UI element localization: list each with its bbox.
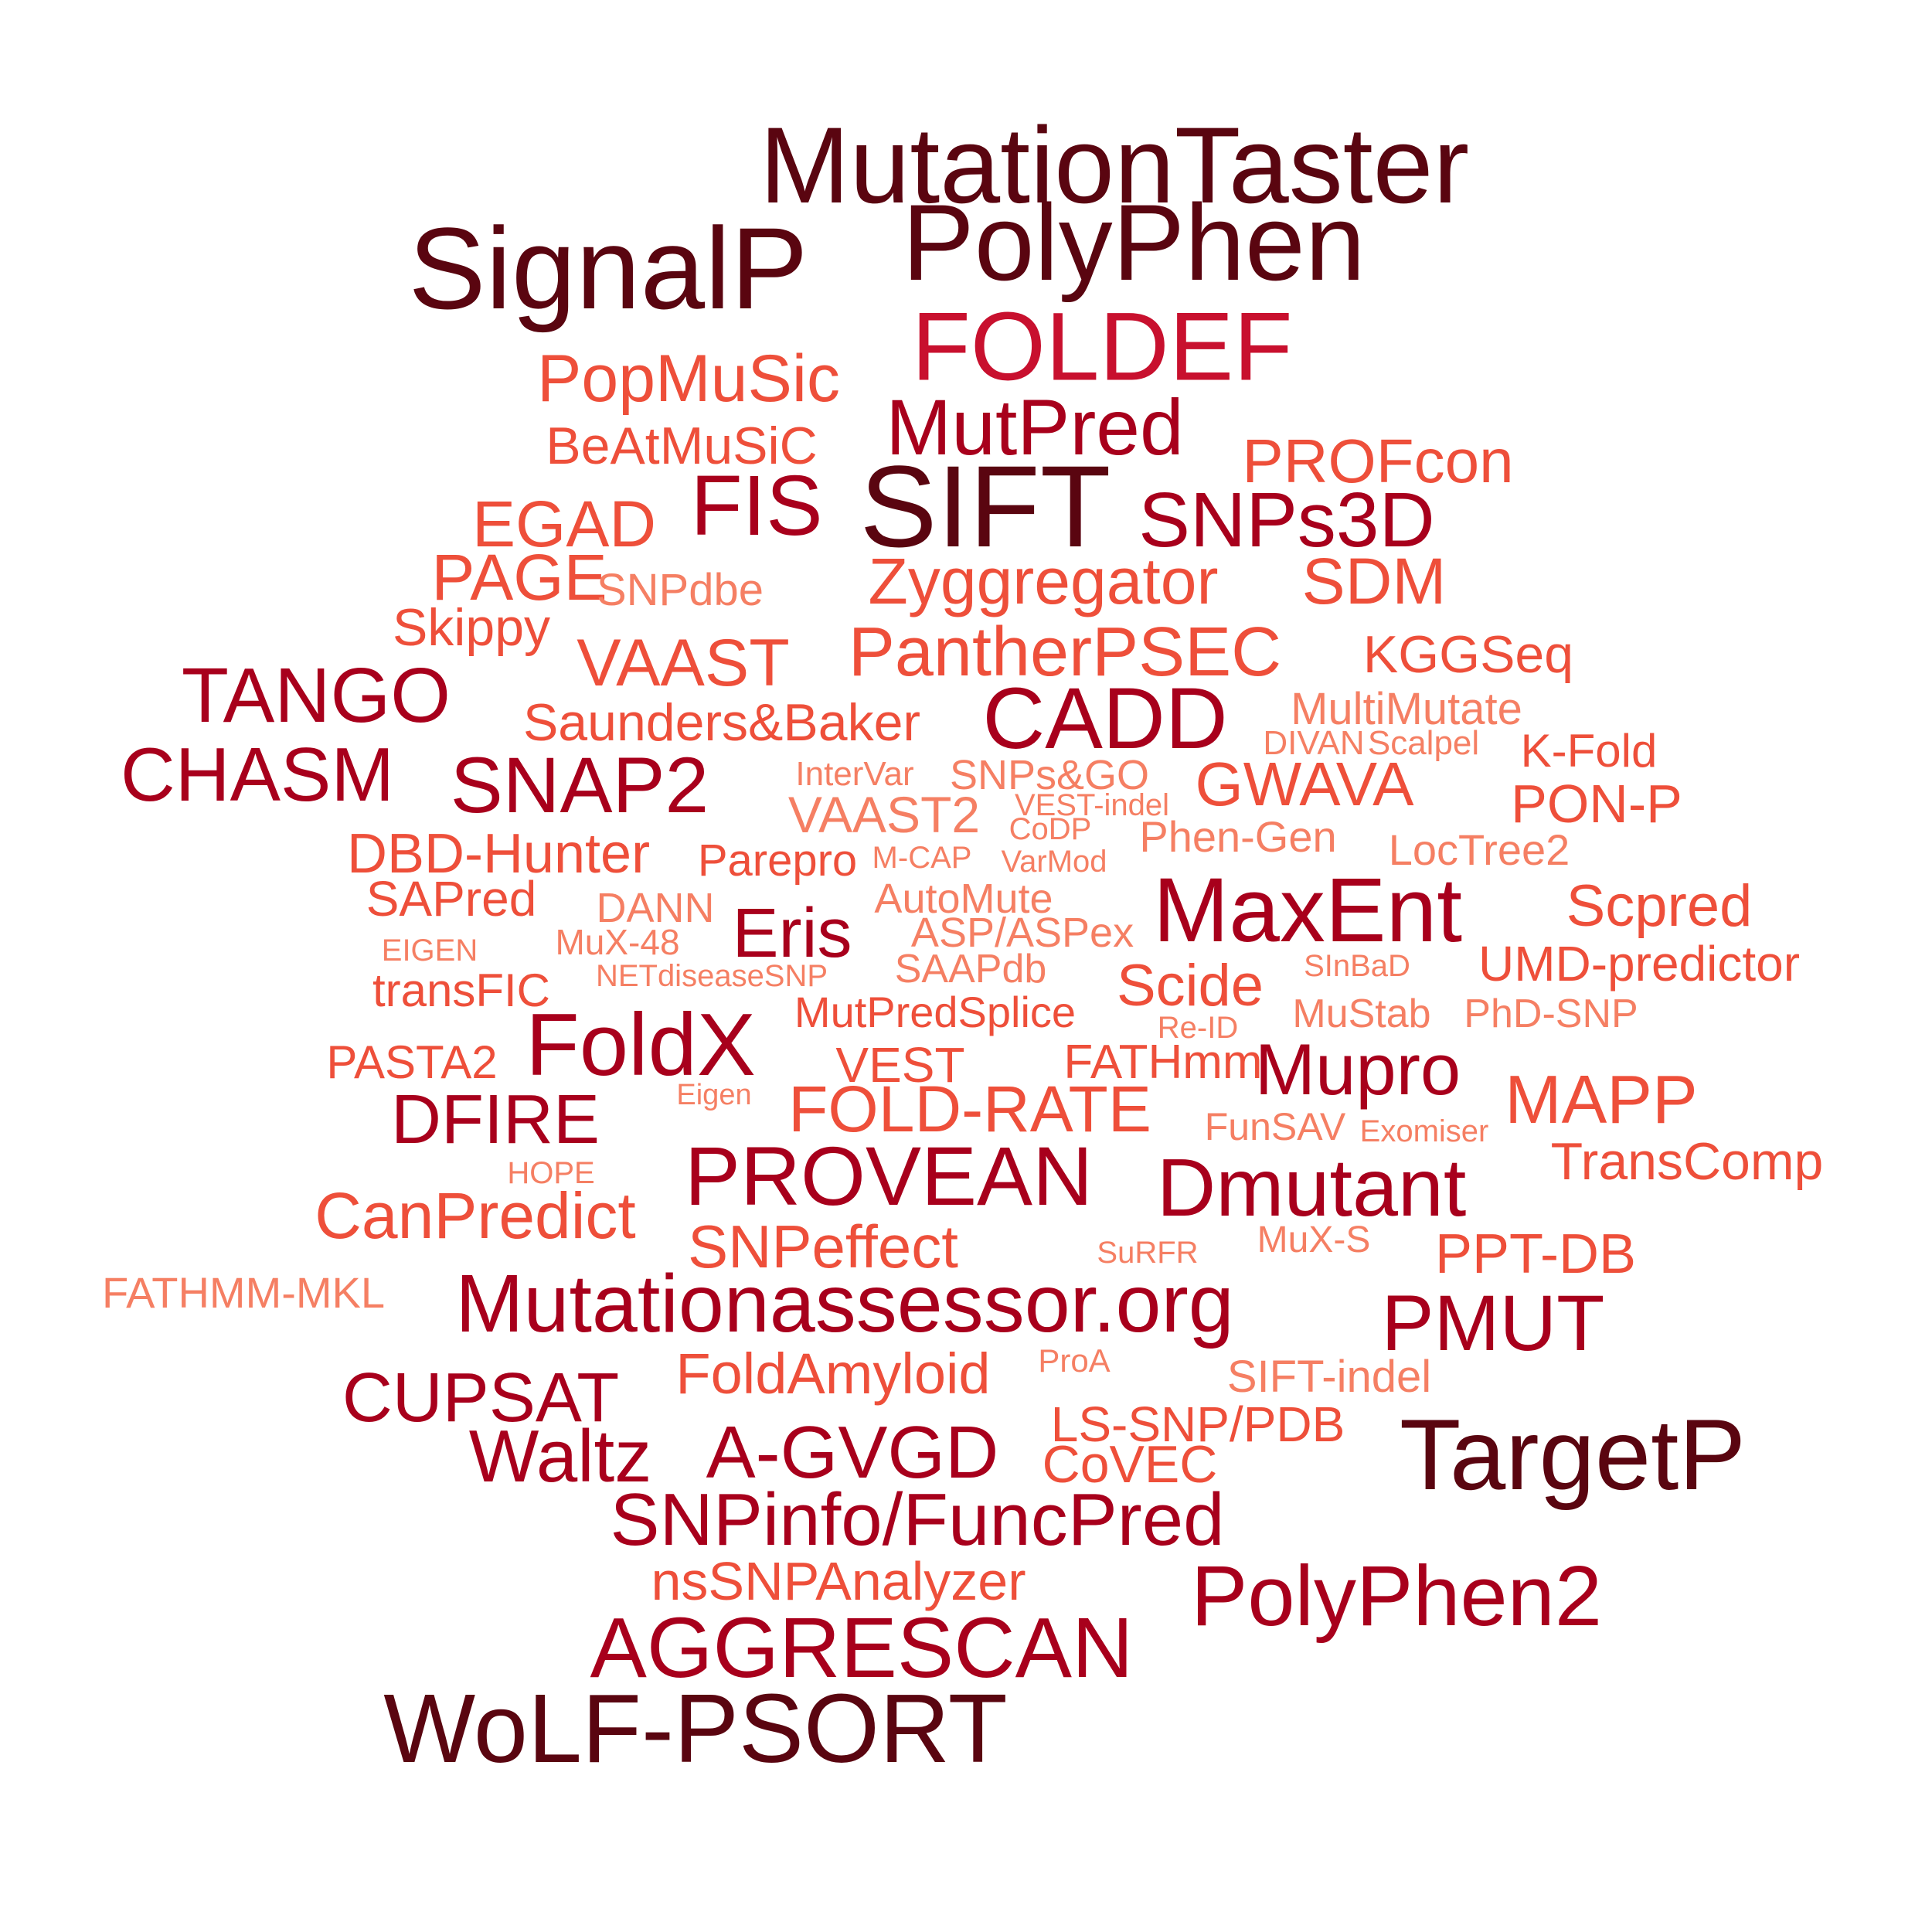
- word-snps3d: SNPs3D: [1138, 477, 1435, 563]
- word-ls-snp-pdb: LS-SNP/PDB: [1050, 1396, 1345, 1452]
- word-covec: CoVEC: [1042, 1435, 1218, 1494]
- word-pon-p: PON-P: [1511, 774, 1682, 834]
- word-zyggregator: Zyggregator: [868, 545, 1219, 617]
- word-mutationtaster: MutationTaster: [759, 104, 1470, 226]
- word-multimutate: MultiMutate: [1291, 684, 1522, 734]
- word-proa: ProA: [1038, 1342, 1111, 1379]
- word-snpdbe: SNPdbe: [596, 565, 764, 615]
- word-saunders-baker: Saunders&Baker: [522, 693, 921, 752]
- word-scide: Scide: [1116, 953, 1264, 1019]
- word-nssnpanalyzer: nsSNPAnalyzer: [651, 1551, 1026, 1611]
- word-phd-snp: PhD-SNP: [1464, 992, 1638, 1036]
- word-provean: PROVEAN: [684, 1129, 1094, 1223]
- word-vaast2: VAAST2: [787, 786, 981, 843]
- word-pasta2: PASTA2: [326, 1036, 498, 1088]
- word-varmod: VarMod: [1001, 845, 1107, 879]
- word-m-cap: M-CAP: [872, 841, 972, 875]
- word-foldx: FoldX: [526, 996, 756, 1094]
- word-dbd-hunter: DBD-Hunter: [346, 823, 651, 885]
- word-scpred: Scpred: [1566, 873, 1753, 939]
- word-netdiseasesnp: NETdiseaseSNP: [595, 959, 828, 993]
- word-vest-indel: VEST-indel: [1014, 788, 1170, 822]
- word-chasm: CHASM: [121, 732, 394, 817]
- word-polyphen2: PolyPhen2: [1190, 1549, 1603, 1644]
- word-cadd: CADD: [982, 670, 1228, 767]
- word-beatmusic: BeAtMuSiC: [546, 417, 818, 475]
- word-hope: HOPE: [507, 1156, 595, 1190]
- word-sinbad: SInBaD: [1304, 949, 1410, 983]
- word-gwava: GWAVA: [1195, 750, 1414, 818]
- word-dmutant: Dmutant: [1156, 1142, 1467, 1233]
- word-mustab: MuStab: [1292, 992, 1431, 1036]
- word-sift: SIFT: [859, 441, 1111, 571]
- word-targetp: TargetP: [1399, 1398, 1747, 1511]
- word-fathmm-mkl: FATHMM-MKL: [101, 1268, 386, 1317]
- word-tango: TANGO: [181, 652, 451, 739]
- word-fathmm: FATHmm: [1063, 1036, 1263, 1089]
- word-mux-48: MuX-48: [555, 922, 680, 962]
- word-snpeffect: SNPeffect: [688, 1213, 958, 1281]
- word-skippy: Skippy: [392, 598, 551, 657]
- word-automute: AutoMute: [874, 876, 1053, 922]
- word-dfire: DFIRE: [391, 1081, 600, 1158]
- word-foldef: FOLDEF: [911, 293, 1293, 401]
- word-transfic: transFIC: [372, 964, 551, 1016]
- word-mux-s: MuX-S: [1257, 1219, 1371, 1260]
- word-mutpred: MutPred: [886, 383, 1184, 471]
- word-surfr: SuRFR: [1097, 1236, 1199, 1270]
- word-loctree2: LocTree2: [1388, 825, 1570, 874]
- word-eigen: EIGEN: [381, 934, 478, 968]
- word-canpredict: CanPredict: [315, 1179, 636, 1252]
- word-page: PAGE: [431, 541, 607, 614]
- word-parepro: Parepro: [697, 835, 858, 886]
- word-aggrescan: AGGRESCAN: [590, 1600, 1134, 1696]
- word-dann: DANN: [596, 885, 715, 931]
- word-funsav: FunSAV: [1204, 1105, 1346, 1148]
- word-eigen: Eigen: [676, 1079, 752, 1111]
- word-kggseq: KGGSeq: [1362, 625, 1574, 684]
- word-egad: EGAD: [471, 488, 657, 560]
- word-transcomp: TransComp: [1550, 1132, 1824, 1191]
- word-sift-indel: SIFT-indel: [1226, 1352, 1432, 1402]
- word-polyphen: PolyPhen: [902, 182, 1366, 303]
- word-pmut: PMUT: [1381, 1279, 1605, 1367]
- word-mutationassessor-org: Mutationassessor.org: [455, 1258, 1234, 1349]
- word-codp: CoDP: [1009, 812, 1092, 846]
- word-fold-rate: FOLD-RATE: [788, 1073, 1151, 1145]
- word-vaast: VAAST: [577, 626, 790, 700]
- word-divan: DIVAN: [1263, 724, 1365, 762]
- word-a-gvgd: A-GVGD: [706, 1411, 999, 1494]
- word-sdm: SDM: [1301, 545, 1447, 617]
- word-snap2: SNAP2: [450, 741, 709, 829]
- word-k-fold: K-Fold: [1520, 725, 1658, 777]
- word-scalpel: Scalpel: [1367, 724, 1480, 762]
- word-exomiser: Exomiser: [1359, 1114, 1489, 1148]
- word-signalp: SignalP: [408, 203, 808, 333]
- word-snps-go: SNPs&GO: [949, 752, 1150, 798]
- word-phen-gen: Phen-Gen: [1139, 812, 1337, 861]
- word-mapp: MAPP: [1505, 1061, 1698, 1138]
- word-waltz: Waltz: [468, 1415, 652, 1498]
- word-saapdb: SAAPdb: [894, 947, 1047, 992]
- word-asp-aspex: ASP/ASPex: [910, 910, 1134, 956]
- word-maxent: MaxEnt: [1152, 859, 1463, 961]
- word-umd-predictor: UMD-predictor: [1478, 936, 1801, 992]
- word-snpinfo-funcpred: SNPinfo/FuncPred: [610, 1478, 1225, 1561]
- word-cupsat: CUPSAT: [342, 1359, 620, 1437]
- word-vest: VEST: [835, 1037, 965, 1093]
- word-mupro: Mupro: [1254, 1029, 1461, 1110]
- word-pantherpsec: PantherPSEC: [848, 614, 1282, 691]
- word-ppt-db: PPT-DB: [1434, 1223, 1637, 1285]
- word-re-id: Re-ID: [1157, 1011, 1239, 1045]
- word-foldamyloid: FoldAmyloid: [675, 1342, 991, 1406]
- word-sapred: SAPred: [366, 871, 537, 927]
- word-mutpredsplice: MutPredSplice: [794, 988, 1077, 1036]
- word-popmusic: PopMuSic: [537, 342, 840, 416]
- word-intervar: InterVar: [795, 755, 914, 793]
- word-profcon: PROFcon: [1242, 427, 1514, 495]
- word-eris: Eris: [732, 895, 852, 972]
- word-fis: FIS: [690, 458, 823, 553]
- word-wolf-psort: WoLF-PSORT: [383, 1674, 1008, 1783]
